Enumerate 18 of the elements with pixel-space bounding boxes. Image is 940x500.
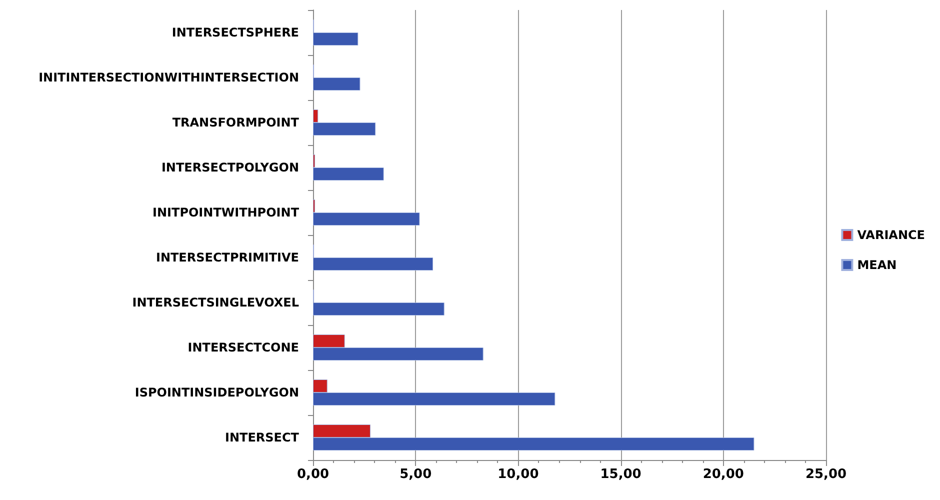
x-tick-label: 25,00: [805, 467, 847, 482]
x-tick-label: 20,00: [702, 467, 744, 482]
legend-label: MEAN: [857, 258, 897, 272]
x-tick-label: 5,00: [400, 467, 432, 482]
y-tick-label: INTERSECTPOLYGON: [161, 160, 299, 174]
legend-label: VARIANCE: [857, 228, 926, 242]
y-tick-label: TRANSFORMPOINT: [172, 116, 300, 130]
x-tick-label: 10,00: [498, 467, 539, 482]
y-tick-label: INTERSECTSINGLEVOXEL: [132, 296, 300, 310]
y-tick-label: INTERSECTCONE: [188, 340, 299, 354]
x-tick-label: 0,00: [296, 467, 330, 482]
y-tick-label: INITINTERSECTIONWITHINTERSECTION: [38, 70, 299, 84]
y-tick-label: INTERSECT: [225, 430, 300, 444]
y-tick-label: ISPOINTINSIDEPOLYGON: [134, 386, 299, 400]
y-tick-label: INITPOINTWITHPOINT: [152, 206, 300, 220]
y-tick-label: INTERSECTSPHERE: [172, 26, 299, 40]
y-tick-label: INTERSECTPRIMITIVE: [156, 250, 299, 264]
x-tick-label: 15,00: [600, 467, 642, 482]
